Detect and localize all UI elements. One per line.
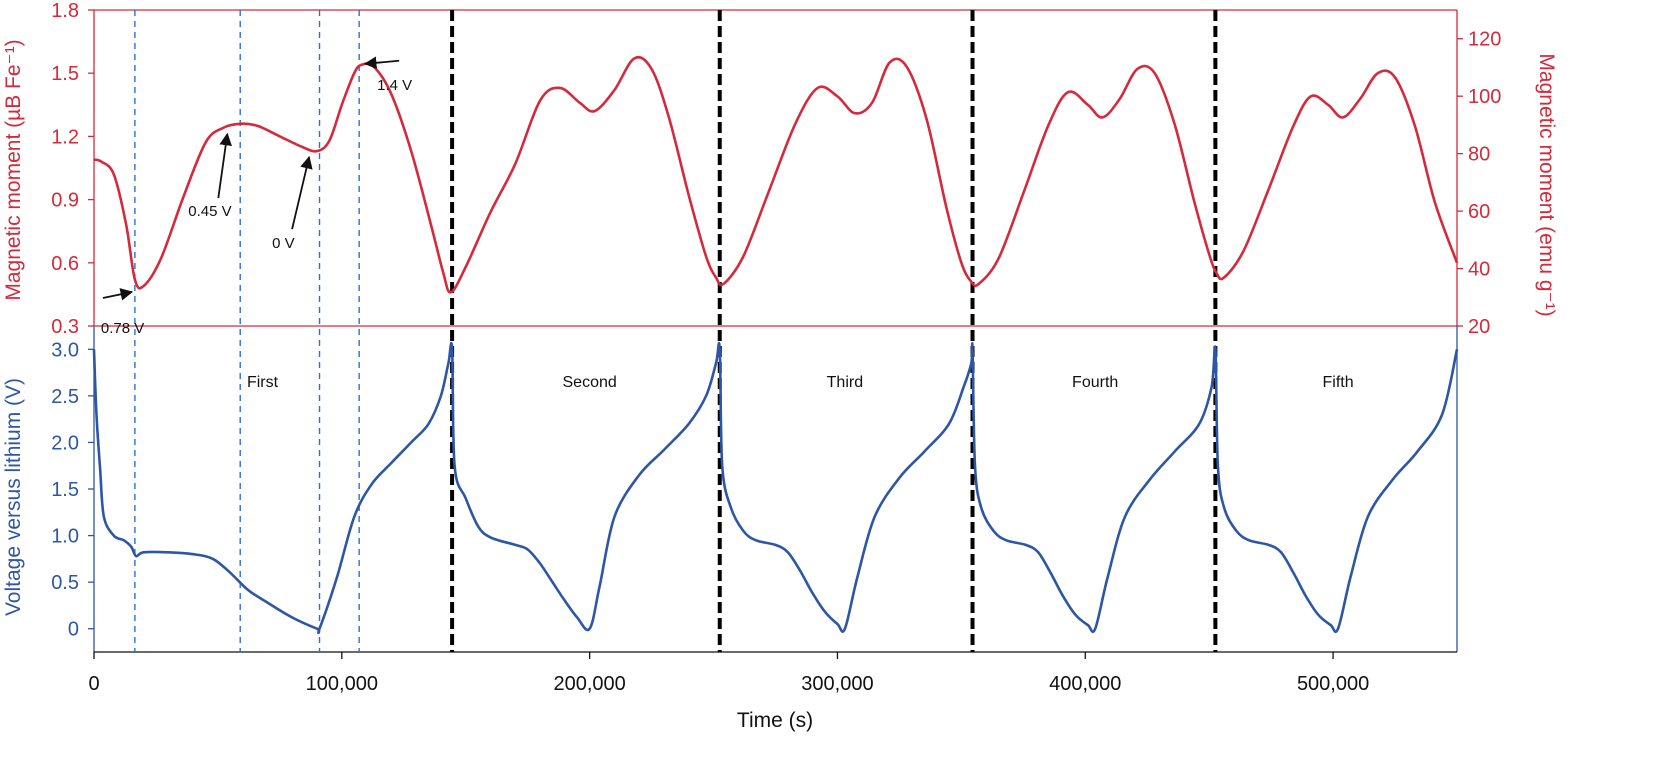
voltage-line (92, 341, 1459, 635)
annotation-label: 0.78 V (101, 320, 144, 337)
top-right-tick-label: 100 (1468, 86, 1501, 108)
cycle-label: First (247, 374, 279, 391)
x-tick-label: 300,000 (801, 673, 873, 695)
voltage-series (92, 341, 1459, 635)
bottom-left-tick-label: 3.0 (51, 339, 79, 361)
bottom-left-tick-label: 0 (68, 619, 79, 641)
x-tick-label: 200,000 (553, 673, 625, 695)
axis-ticks: 0 100,000 200,000 300,000 400,000 500,000 0.3 0… (51, 0, 1501, 695)
x-tick-label: 500,000 (1297, 673, 1369, 695)
annotation-label: 0.45 V (188, 203, 231, 220)
bottom-left-tick-label: 1.0 (51, 526, 79, 548)
top-left-tick-label: 0.9 (51, 190, 79, 212)
annotation-arrow (102, 288, 134, 301)
top-right-tick-label: 60 (1468, 201, 1490, 223)
moment-line (93, 55, 1459, 294)
top-left-tick-label: 0.6 (51, 253, 79, 275)
annotation-label: 0 V (272, 235, 295, 252)
annotation-arrow (291, 155, 313, 230)
cycle-label: Fourth (1072, 374, 1118, 391)
top-right-tick-label: 20 (1468, 316, 1490, 338)
top-left-axis-title: Magnetic moment (µB Fe⁻¹) (2, 39, 25, 300)
top-right-tick-label: 120 (1468, 29, 1501, 51)
voltage-marker-lines (134, 10, 360, 652)
top-left-tick-label: 1.8 (51, 0, 79, 22)
top-left-tick-label: 1.2 (51, 126, 79, 148)
bottom-left-tick-label: 0.5 (51, 572, 79, 594)
annotations: 0.78 V 0.45 V 0 V 1.4 V First Second Third Four… (101, 56, 1354, 391)
cycle-label: Third (827, 374, 863, 391)
top-right-tick-label: 40 (1468, 259, 1490, 281)
x-axis-title: Time (s) (737, 709, 813, 732)
axis-titles: Time (s) Magnetic moment (µB Fe⁻¹) Magne… (2, 39, 1558, 732)
top-left-tick-label: 0.3 (51, 316, 79, 338)
x-tick-label: 100,000 (306, 673, 378, 695)
cycle-label: Fifth (1322, 374, 1353, 391)
cycle-label: Second (563, 374, 617, 391)
annotation-arrow (363, 56, 400, 70)
bottom-left-tick-label: 2.0 (51, 432, 79, 454)
bottom-left-axis-title: Voltage versus lithium (V) (2, 378, 25, 616)
top-right-axis-title: Magnetic moment (emu g⁻¹) (1535, 53, 1558, 316)
plot-frame (93, 9, 1458, 653)
x-tick-label: 400,000 (1049, 673, 1121, 695)
bottom-left-tick-label: 2.5 (51, 386, 79, 408)
x-tick-label: 0 (88, 673, 99, 695)
moment-series (93, 55, 1459, 294)
cycle-divider-lines (450, 10, 1218, 652)
annotation-arrow (217, 132, 232, 199)
bottom-left-tick-label: 1.5 (51, 479, 79, 501)
top-left-tick-label: 1.5 (51, 63, 79, 85)
annotation-label: 1.4 V (377, 77, 412, 94)
top-right-tick-label: 80 (1468, 144, 1490, 166)
